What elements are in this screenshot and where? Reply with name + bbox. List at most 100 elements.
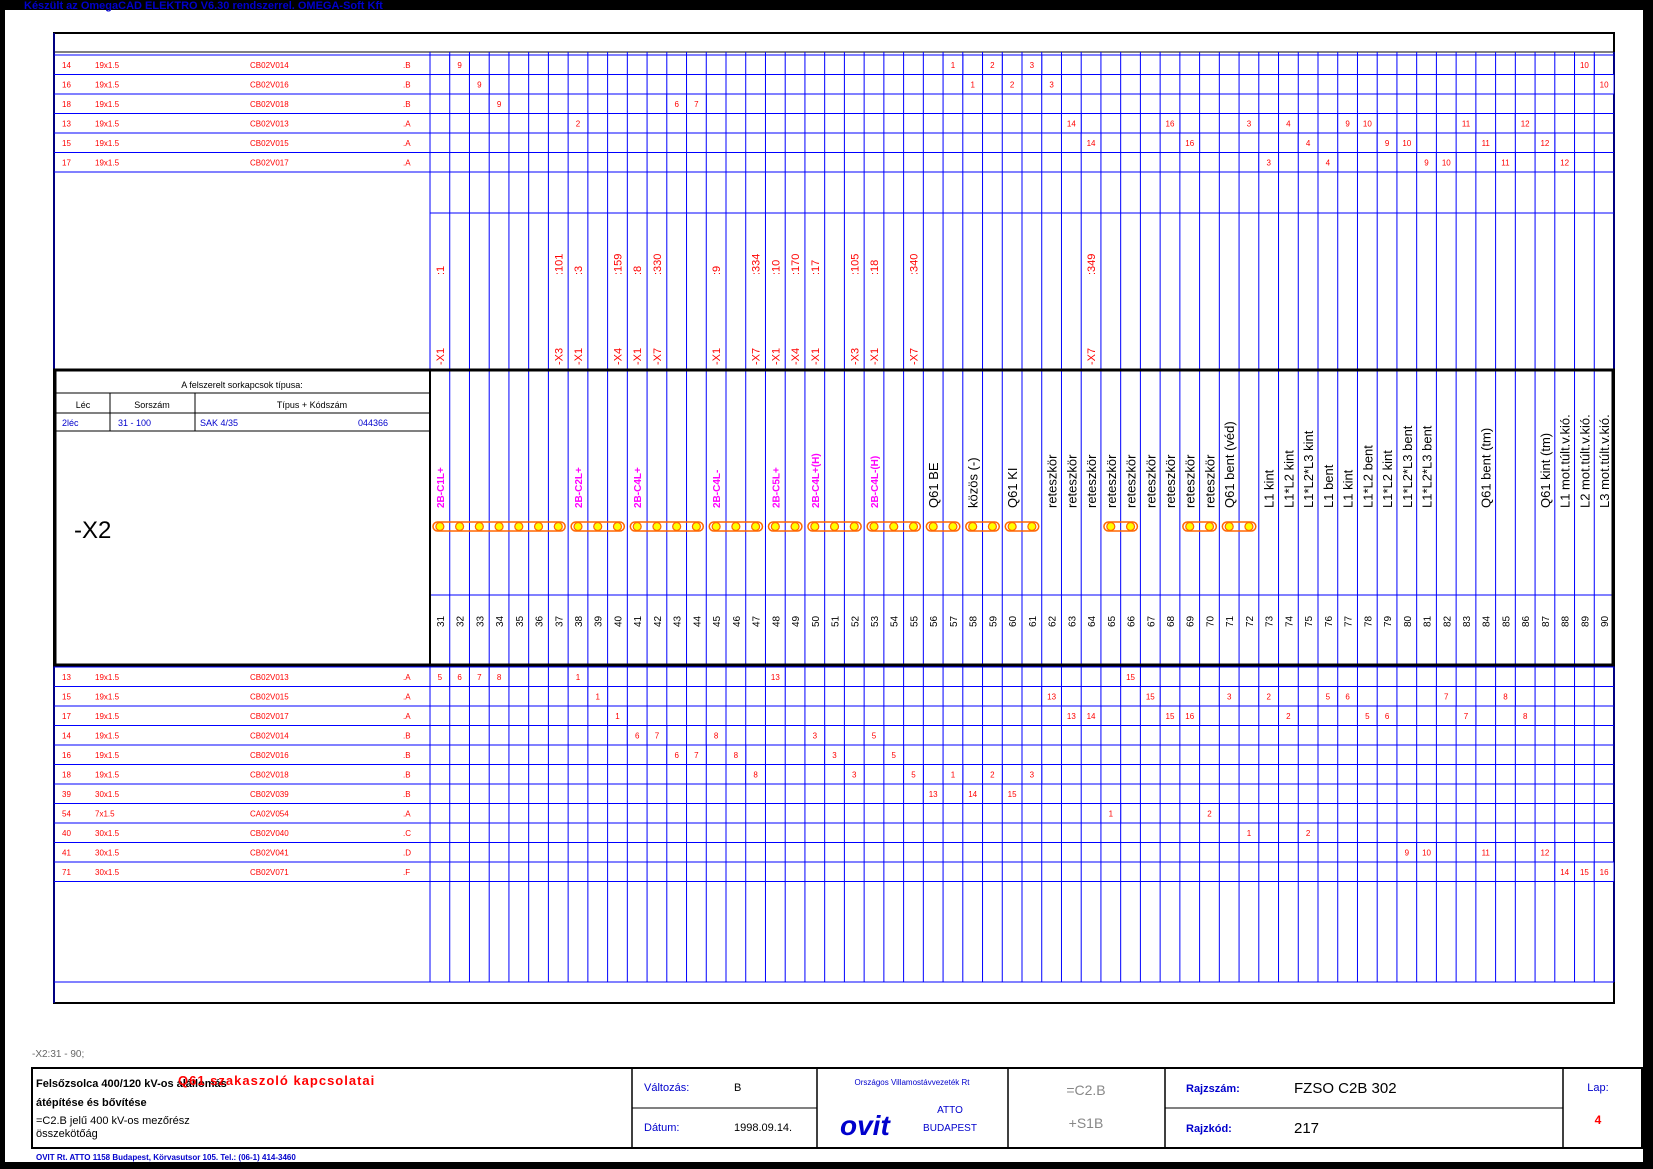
core-number: 6 <box>457 673 462 682</box>
core-cell <box>1001 783 1023 804</box>
core-number: 14 <box>968 790 977 799</box>
core-number: 1 <box>596 693 601 702</box>
core-number: 10 <box>1402 139 1411 148</box>
terminal-number: 80 <box>1403 615 1414 627</box>
cable-cell: 41 <box>62 849 71 858</box>
terminal-number: 33 <box>475 615 486 627</box>
jumper-dot <box>1007 521 1017 532</box>
terminal-number: 36 <box>535 615 546 627</box>
core-cell <box>1376 705 1398 726</box>
core-number: 5 <box>438 673 443 682</box>
core-number: 8 <box>497 673 502 682</box>
cable-cell: 15 <box>62 139 71 148</box>
cable-cell: .A <box>403 139 411 148</box>
cable-cell: 18 <box>62 100 71 109</box>
core-number: 7 <box>1444 693 1449 702</box>
range-label: -X2:31 - 90; <box>32 1049 84 1060</box>
terminal-number: 43 <box>673 615 684 627</box>
jumper-bar <box>767 521 803 532</box>
core-number: 9 <box>457 61 462 70</box>
jumper-dot <box>731 521 741 532</box>
core-cell <box>449 54 470 75</box>
core-cell <box>646 725 668 746</box>
jumper-dot <box>1106 521 1116 532</box>
core-number: 1 <box>970 81 975 90</box>
terminal-number: 40 <box>613 615 624 627</box>
cable-cell: 16 <box>62 81 71 90</box>
terminal-ref-point: :18 <box>869 260 881 275</box>
core-cell <box>1514 113 1536 134</box>
core-cell <box>962 74 984 95</box>
terminal-ref-strip: -X7 <box>652 348 664 365</box>
terminal-strip-box <box>53 368 1615 667</box>
terminal-number: 47 <box>752 615 763 627</box>
jumper-dot <box>612 521 623 532</box>
cable-list-top: 14 19x1.5 CB02V014 .B 16 19x1.5 CB02V016 .B 18 19… <box>62 61 411 168</box>
terminal-number: 90 <box>1600 615 1611 627</box>
cable-cell: 13 <box>62 673 71 682</box>
terminal-ref-strip: -X7 <box>751 348 763 365</box>
core-number: 15 <box>1126 673 1135 682</box>
core-number: 6 <box>635 732 640 741</box>
terminal-ref-strip: -X7 <box>908 348 920 365</box>
core-cell <box>1218 686 1240 707</box>
terminal-number: 52 <box>850 615 861 627</box>
core-cell <box>1574 54 1595 75</box>
types-header-number: Sorszám <box>134 400 170 410</box>
core-cell <box>1534 842 1556 863</box>
cable-cell: 54 <box>62 810 71 819</box>
core-number: 5 <box>892 751 897 760</box>
cable-cell: CB02V071 <box>250 868 289 877</box>
terminal-number: 81 <box>1423 615 1434 627</box>
core-number: 3 <box>1030 771 1035 780</box>
core-cell <box>1356 113 1378 134</box>
terminal-number: 68 <box>1166 615 1177 627</box>
core-number: 12 <box>1521 120 1530 129</box>
terminal-number: 73 <box>1265 615 1276 627</box>
cable-cell: CB02V016 <box>250 751 289 760</box>
terminal-ref-strip: -X3 <box>849 348 861 365</box>
terminal-number: 72 <box>1245 615 1256 627</box>
core-number: 15 <box>1008 790 1017 799</box>
core-number: 6 <box>1345 693 1350 702</box>
core-number: 1 <box>951 771 956 780</box>
core-number: 9 <box>1405 849 1410 858</box>
core-cell <box>824 744 845 765</box>
core-number: 6 <box>674 100 679 109</box>
core-number: 15 <box>1146 693 1155 702</box>
terminal-function-label: Q61 kint (tm) <box>1538 433 1553 508</box>
cable-cell: CB02V017 <box>250 159 289 168</box>
core-cell <box>1554 152 1576 173</box>
terminal-ref-strip: -X1 <box>770 348 782 365</box>
terminal-ref-point: :10 <box>770 260 782 275</box>
jumper-bar <box>965 521 1001 532</box>
terminal-number: 58 <box>969 615 980 627</box>
terminal-function-label: L1*L2 bent <box>1360 445 1375 508</box>
cable-cell: .A <box>403 712 411 721</box>
core-cell <box>1514 705 1536 726</box>
terminal-function-label: 2B-C1L+ <box>436 467 447 508</box>
terminal-types-box: A felszerelt sorkapcsok típusa: Léc Sors… <box>55 380 430 432</box>
strip-label: -X2 <box>74 517 111 544</box>
core-cell <box>1278 705 1299 726</box>
cable-cell: 19x1.5 <box>95 732 120 741</box>
cable-cell: CA02V054 <box>250 810 289 819</box>
core-number: 1 <box>1247 829 1252 838</box>
jumper-dot <box>968 521 978 532</box>
terminal-function-label: L1 mot.túlt.v.kió. <box>1558 414 1573 508</box>
core-number: 1 <box>1109 810 1114 819</box>
core-number: 5 <box>1326 693 1331 702</box>
types-header-strip: Léc <box>76 400 91 410</box>
terminal-function-label: reteszkör <box>1202 454 1217 508</box>
core-cell <box>468 74 490 95</box>
cable-cell: CB02V013 <box>250 120 289 129</box>
terminal-grid <box>53 33 1615 1003</box>
jumper-dot <box>672 521 682 532</box>
core-cell <box>1396 132 1418 153</box>
core-number: 13 <box>929 790 938 799</box>
core-number: 12 <box>1540 139 1549 148</box>
core-cell <box>1179 705 1201 726</box>
change-label: Változás: <box>644 1082 689 1094</box>
core-number: 12 <box>1560 159 1569 168</box>
